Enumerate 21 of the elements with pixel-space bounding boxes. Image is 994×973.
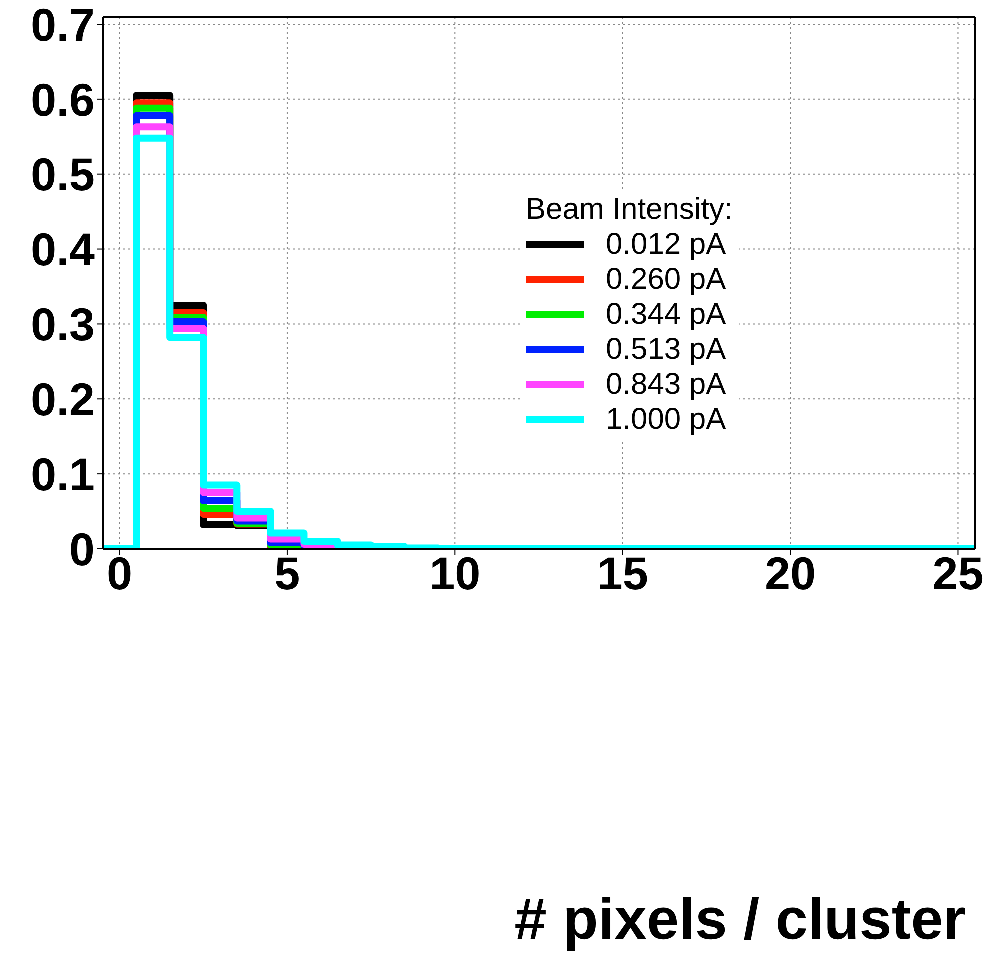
legend-label: 0.012 pA [606,227,726,262]
x-tick-label: 25 [932,548,984,600]
legend-title: Beam Intensity: [526,192,733,227]
legend-label: 0.260 pA [606,262,726,297]
y-tick-label: 0.1 [31,448,95,500]
legend-label: 0.513 pA [606,332,726,367]
y-tick-label: 0.3 [31,298,95,351]
y-tick-label: 0.2 [31,373,95,426]
x-axis-title: # pixels / cluster [514,886,967,953]
y-tick-label: 0.7 [31,0,95,51]
x-tick-label: 10 [430,548,481,600]
y-tick-label: 0.4 [31,224,96,276]
legend-label: 0.843 pA [606,367,726,402]
y-tick-label: 0.6 [31,74,95,126]
legend-label: 1.000 pA [606,402,726,437]
x-tick-label: 5 [274,548,300,600]
x-tick-label: 15 [597,548,648,600]
legend-label: 0.344 pA [606,297,726,332]
x-tick-label: 0 [106,548,133,600]
y-tick-label: 0.5 [31,148,95,201]
x-tick-label: 20 [764,548,816,600]
